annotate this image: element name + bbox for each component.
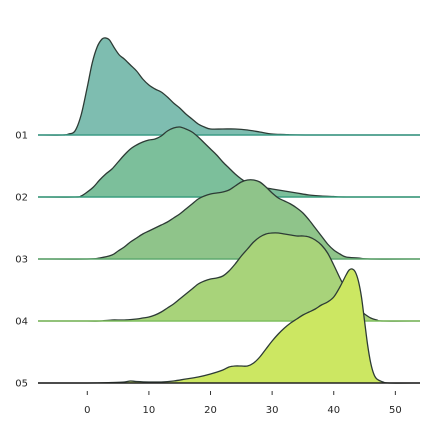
ridge-area-04 — [38, 232, 420, 322]
ridge-outline-05 — [37, 268, 421, 384]
ridge-layers: 01 02 03 04 05 — [15, 37, 421, 390]
ridge-area-03 — [38, 179, 420, 260]
x-tick-label: 0 — [84, 405, 90, 416]
ridge-label-02: 02 — [15, 193, 28, 204]
ridge-outline-02 — [37, 126, 421, 198]
ridge-label-01: 01 — [15, 131, 28, 142]
ridge-area-02 — [38, 126, 420, 198]
x-tick-label: 20 — [204, 405, 217, 416]
ridge-outline-01 — [37, 37, 421, 136]
ridge-05: 05 — [15, 268, 421, 390]
ridge-02: 02 — [15, 126, 421, 204]
ridge-outline-03 — [37, 179, 421, 260]
ridge-label-05: 05 — [15, 379, 28, 390]
x-axis: 0 10 20 30 40 50 — [84, 391, 402, 416]
ridge-label-04: 04 — [15, 317, 28, 328]
x-tick-label: 30 — [266, 405, 279, 416]
ridge-01: 01 — [15, 37, 421, 142]
x-tick-label: 40 — [327, 405, 340, 416]
ridge-area-01 — [38, 37, 420, 136]
x-tick-label: 50 — [389, 405, 402, 416]
ridge-area-05 — [38, 268, 420, 384]
ridge-03: 03 — [15, 179, 421, 266]
ridge-label-03: 03 — [15, 255, 28, 266]
x-tick-label: 10 — [143, 405, 156, 416]
ridge-outline-04 — [38, 232, 421, 322]
